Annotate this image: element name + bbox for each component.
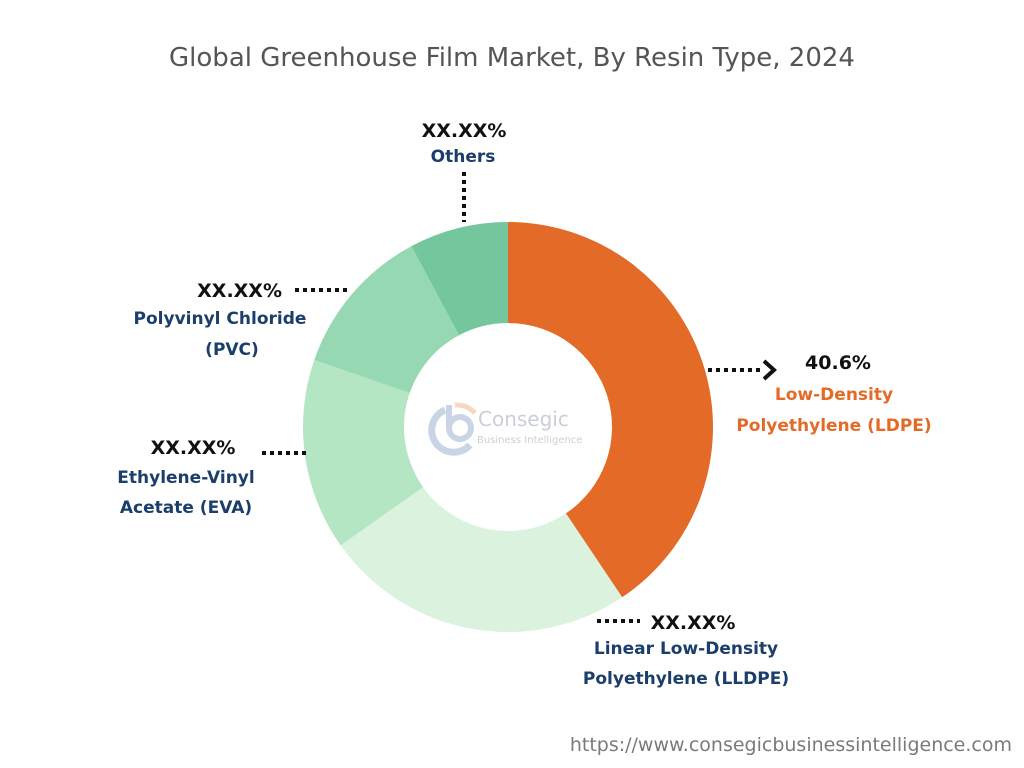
ldpe-label-line1: Low-Density xyxy=(775,385,893,405)
pvc-label-line1: Polyvinyl Chloride xyxy=(134,309,307,329)
slice-linear-low-density-polyethylene-lldpe xyxy=(340,487,623,632)
logo-name: Consegic xyxy=(478,407,569,431)
lldpe-value: XX.XX% xyxy=(651,612,736,634)
lldpe-label-line2: Polyethylene (LLDPE) xyxy=(583,669,789,689)
pvc-value: XX.XX% xyxy=(197,280,282,302)
ldpe-value: 40.6% xyxy=(805,352,871,374)
slice-polyvinyl-chloride-pvc xyxy=(314,246,460,394)
source-url[interactable]: https://www.consegicbusinessintelligence… xyxy=(570,734,1012,756)
slices xyxy=(303,222,713,632)
chart-title: Global Greenhouse Film Market, By Resin … xyxy=(169,43,855,73)
logo-tagline: Business Intelligence xyxy=(477,435,582,446)
eva-label-line2: Acetate (EVA) xyxy=(120,498,252,518)
ldpe-label-line2: Polyethylene (LDPE) xyxy=(736,416,931,436)
pvc-label-line2: (PVC) xyxy=(205,340,259,360)
others-label: Others xyxy=(431,147,496,167)
eva-value: XX.XX% xyxy=(151,437,236,459)
slice-low-density-polyethylene-ldpe xyxy=(508,222,713,598)
logo: Consegic Business Intelligence xyxy=(428,402,582,456)
slice-ethylene-vinyl-acetate-eva xyxy=(303,359,424,546)
lldpe-label-line1: Linear Low-Density xyxy=(594,639,778,659)
others-value: XX.XX% xyxy=(422,120,507,142)
slice-others xyxy=(411,222,508,336)
arrow-icon xyxy=(762,359,777,381)
eva-label-line1: Ethylene-Vinyl xyxy=(117,468,254,488)
